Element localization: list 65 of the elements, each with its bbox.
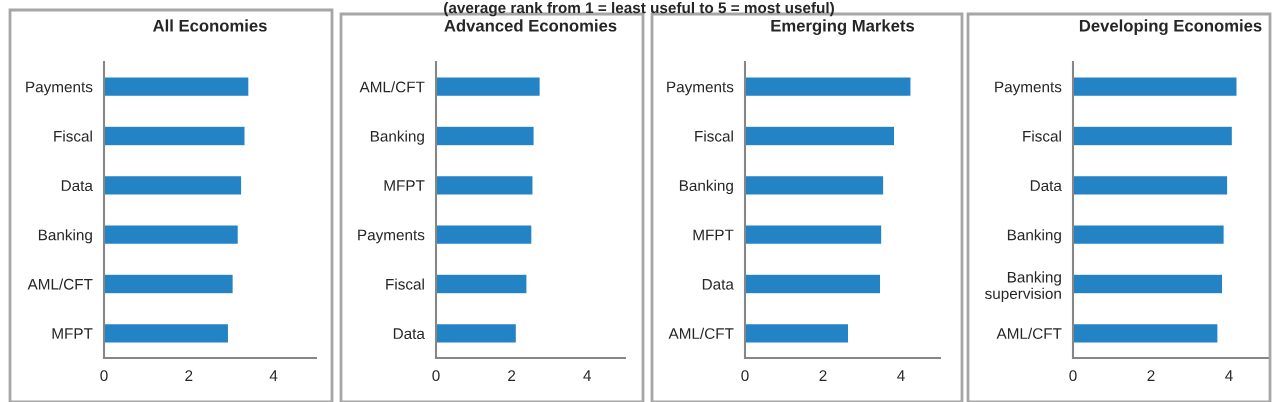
- y-tick-label: AML/CFT: [996, 327, 1062, 340]
- bar: [104, 125, 246, 147]
- bar: [1073, 322, 1219, 344]
- x-tick-label: 0: [100, 370, 108, 382]
- y-tick-label: Fiscal: [1023, 130, 1061, 142]
- bar: [436, 224, 533, 246]
- chart-title: All Economies: [152, 19, 267, 32]
- bar: [104, 174, 243, 196]
- bar: [745, 322, 850, 344]
- y-tick-label: MFPT: [693, 229, 734, 241]
- bar: [745, 125, 896, 147]
- y-tick-label: Payments: [995, 81, 1062, 96]
- y-tick-label: MFPT: [52, 328, 93, 339]
- bar: [1073, 174, 1229, 196]
- bar: [436, 125, 535, 147]
- text: (average rank from 1 = least useful to 5 = most useful): [444, 2, 834, 17]
- x-tick-label: 2: [819, 370, 827, 381]
- y-tick-label: Data: [1030, 180, 1062, 192]
- y-tick-label: Data: [61, 180, 93, 192]
- bar: [104, 322, 230, 344]
- bar: [1073, 224, 1226, 246]
- y-tick-label: Fiscal: [386, 278, 424, 290]
- bar: [104, 76, 250, 98]
- bar: [745, 273, 882, 295]
- y-tick-label: MFPT: [384, 180, 425, 191]
- x-tick-label: 4: [1225, 370, 1233, 381]
- x-tick-label: 0: [432, 370, 440, 382]
- y-tick-label: AML/CFT: [668, 327, 734, 340]
- y-tick-label: Banking: [38, 229, 92, 244]
- y-tick-label: Data: [393, 328, 425, 340]
- bar: [1073, 76, 1238, 98]
- bar: [436, 76, 542, 98]
- y-tick-label: AML/CFT: [27, 278, 93, 290]
- bar: [104, 224, 240, 246]
- x-tick-label: 2: [185, 370, 193, 381]
- bar: [1073, 125, 1234, 147]
- chart-title: Advanced Economies: [444, 19, 617, 32]
- x-tick-label: 4: [583, 370, 591, 381]
- bar: [745, 76, 912, 98]
- y-tick-label: Fiscal: [54, 130, 92, 142]
- x-tick-label: 0: [741, 370, 749, 382]
- chart-title: Emerging Markets: [771, 19, 915, 35]
- x-tick-label: 4: [269, 370, 278, 381]
- bar: [436, 174, 534, 196]
- x-tick-label: 2: [508, 370, 516, 381]
- x-tick-label: 0: [1069, 370, 1077, 382]
- x-tick-label: 4: [897, 370, 905, 381]
- y-tick-label: Banking: [679, 179, 733, 195]
- y-tick-label: Fiscal: [695, 130, 733, 142]
- bar: [436, 273, 528, 295]
- y-tick-label: Banking: [370, 130, 424, 145]
- y-tick-label: AML/CFT: [359, 81, 425, 93]
- y-tick-label: Payments: [26, 81, 93, 96]
- x-tick-label: 2: [1147, 370, 1155, 381]
- bar: [1073, 273, 1224, 295]
- y-tick-label: Banking supervision: [985, 271, 1061, 303]
- chart-title: Developing Economies: [1079, 19, 1262, 35]
- y-tick-label: Banking: [1007, 229, 1061, 244]
- y-tick-label: Payments: [358, 229, 425, 244]
- bar: [745, 174, 885, 196]
- bar: [745, 224, 883, 246]
- bar: [104, 273, 235, 295]
- y-tick-label: Data: [702, 279, 734, 290]
- bar: [436, 322, 518, 344]
- y-tick-label: Payments: [667, 81, 734, 96]
